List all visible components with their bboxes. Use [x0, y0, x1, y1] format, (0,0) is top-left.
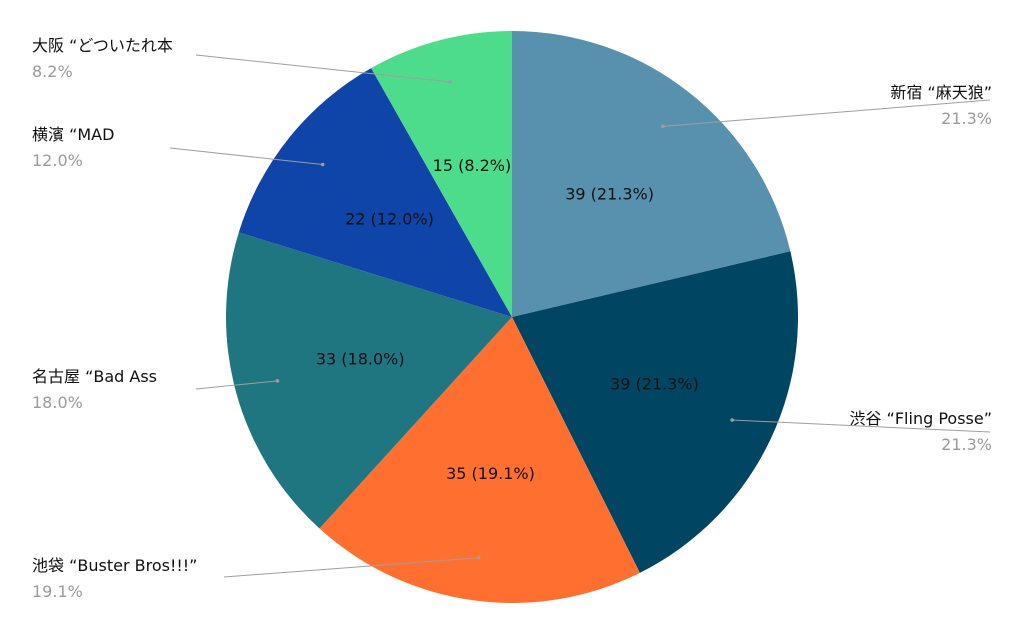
leader-dot [661, 124, 665, 129]
pie-slices [225, 31, 798, 603]
slice-value-labels: 39 (21.3%) 39 (21.3%) 35 (19.1%) 33 (18.0%)… [316, 156, 699, 483]
pie-slice [512, 31, 791, 317]
leader-line [223, 557, 479, 578]
slice-value-label: 39 (21.3%) [565, 185, 654, 204]
pie-slice [319, 317, 640, 603]
leader-lines [169, 54, 991, 578]
pie-slice [238, 68, 512, 317]
category-label: 池袋 “Buster Bros!!!” [32, 556, 197, 575]
category-label: 大阪 “どついたれ本 [32, 36, 173, 55]
leader-line [195, 54, 451, 83]
category-label: 新宿 “麻天狼” [890, 83, 992, 102]
slice-value-label: 39 (21.3%) [610, 375, 699, 394]
slice-value-label: 35 (19.1%) [446, 464, 535, 483]
slice-value-label: 22 (12.0%) [345, 209, 434, 228]
category-label: 名古屋 “Bad Ass [32, 367, 157, 386]
leader-line [169, 147, 323, 165]
leader-dot [275, 379, 280, 383]
outside-labels: 新宿 “麻天狼” 21.3% 渋谷 “Fling Posse” 21.3% 池袋 “Bu… [32, 36, 992, 601]
leader-dot [448, 80, 452, 84]
leader-dot [320, 162, 325, 167]
percent-label: 18.0% [32, 393, 83, 412]
pie-slice [371, 31, 512, 317]
percent-label: 21.3% [941, 109, 992, 128]
category-label: 渋谷 “Fling Posse” [849, 409, 992, 428]
percent-label: 19.1% [32, 582, 83, 601]
pie-slice [512, 251, 798, 573]
category-label: 横濱 “MAD [32, 125, 114, 144]
slice-value-label: 33 (18.0%) [316, 349, 405, 368]
leader-line [195, 380, 278, 390]
percent-label: 12.0% [32, 151, 83, 170]
percent-label: 8.2% [32, 62, 73, 81]
leader-line [732, 419, 991, 433]
pie-slice [225, 232, 512, 529]
slice-value-label: 15 (8.2%) [433, 156, 512, 175]
leader-dot [730, 418, 734, 422]
leader-dot [476, 556, 481, 560]
percent-label: 21.3% [941, 435, 992, 454]
leader-line [662, 99, 991, 127]
